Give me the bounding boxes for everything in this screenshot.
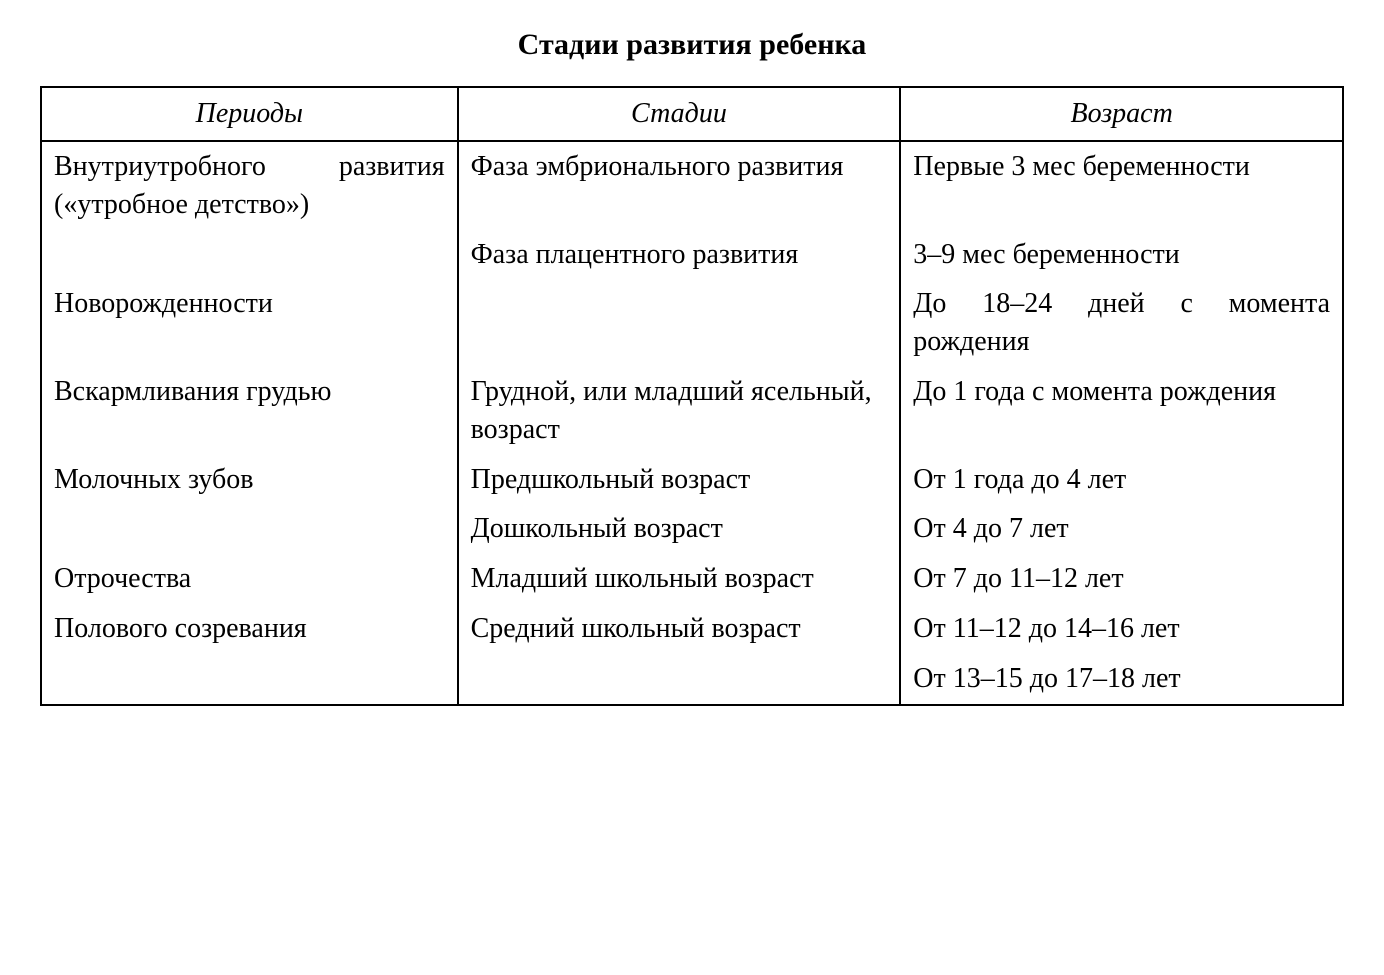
table-row: От 13–15 до 17–18 лет (41, 654, 1343, 705)
cell-stage: Предшкольный воз­раст (458, 455, 901, 505)
cell-period (41, 230, 458, 280)
header-stages: Стадии (458, 87, 901, 141)
cell-stage: Дошкольный возраст (458, 504, 901, 554)
cell-stage: Младший школьный возраст (458, 554, 901, 604)
table-row: Внутриутробного раз­вития («утробное дет… (41, 141, 1343, 230)
cell-period: Молочных зубов (41, 455, 458, 505)
cell-stage: Фаза плацентного раз­вития (458, 230, 901, 280)
cell-period: Отрочества (41, 554, 458, 604)
table-row: Дошкольный возраст От 4 до 7 лет (41, 504, 1343, 554)
cell-age: От 7 до 11–12 лет (900, 554, 1343, 604)
table-header-row: Периоды Стадии Возраст (41, 87, 1343, 141)
cell-age: От 13–15 до 17–18 лет (900, 654, 1343, 705)
cell-period: Новорожденности (41, 279, 458, 367)
cell-stage (458, 654, 901, 705)
table-row: Новорожденности До 18–24 дней с мо­мента… (41, 279, 1343, 367)
table-row: Вскармливания грудью Грудной, или младши… (41, 367, 1343, 455)
cell-stage: Средний школьный возраст (458, 604, 901, 654)
cell-age: От 1 года до 4 лет (900, 455, 1343, 505)
table-row: Молочных зубов Предшкольный воз­раст От … (41, 455, 1343, 505)
cell-age: 3–9 мес беременности (900, 230, 1343, 280)
cell-stage: Фаза эмбрионального развития (458, 141, 901, 230)
cell-age: До 18–24 дней с мо­мента рождения (900, 279, 1343, 367)
cell-period: Внутриутробного раз­вития («утробное дет… (41, 141, 458, 230)
cell-age: От 11–12 до 14–16 лет (900, 604, 1343, 654)
header-periods: Периоды (41, 87, 458, 141)
cell-age: До 1 года с момента рождения (900, 367, 1343, 455)
page-title: Стадии развития ребенка (40, 28, 1344, 62)
stages-table: Периоды Стадии Возраст Внутриутробного р… (40, 86, 1344, 706)
cell-period (41, 504, 458, 554)
table-row: Полового созревания Средний школьный воз… (41, 604, 1343, 654)
cell-period: Вскармливания грудью (41, 367, 458, 455)
cell-stage: Грудной, или младший ясельный, возраст (458, 367, 901, 455)
cell-period (41, 654, 458, 705)
cell-age: Первые 3 мес беремен­ности (900, 141, 1343, 230)
header-age: Возраст (900, 87, 1343, 141)
cell-stage (458, 279, 901, 367)
cell-age: От 4 до 7 лет (900, 504, 1343, 554)
cell-period: Полового созревания (41, 604, 458, 654)
table-row: Фаза плацентного раз­вития 3–9 мес берем… (41, 230, 1343, 280)
table-row: Отрочества Младший школьный возраст От 7… (41, 554, 1343, 604)
